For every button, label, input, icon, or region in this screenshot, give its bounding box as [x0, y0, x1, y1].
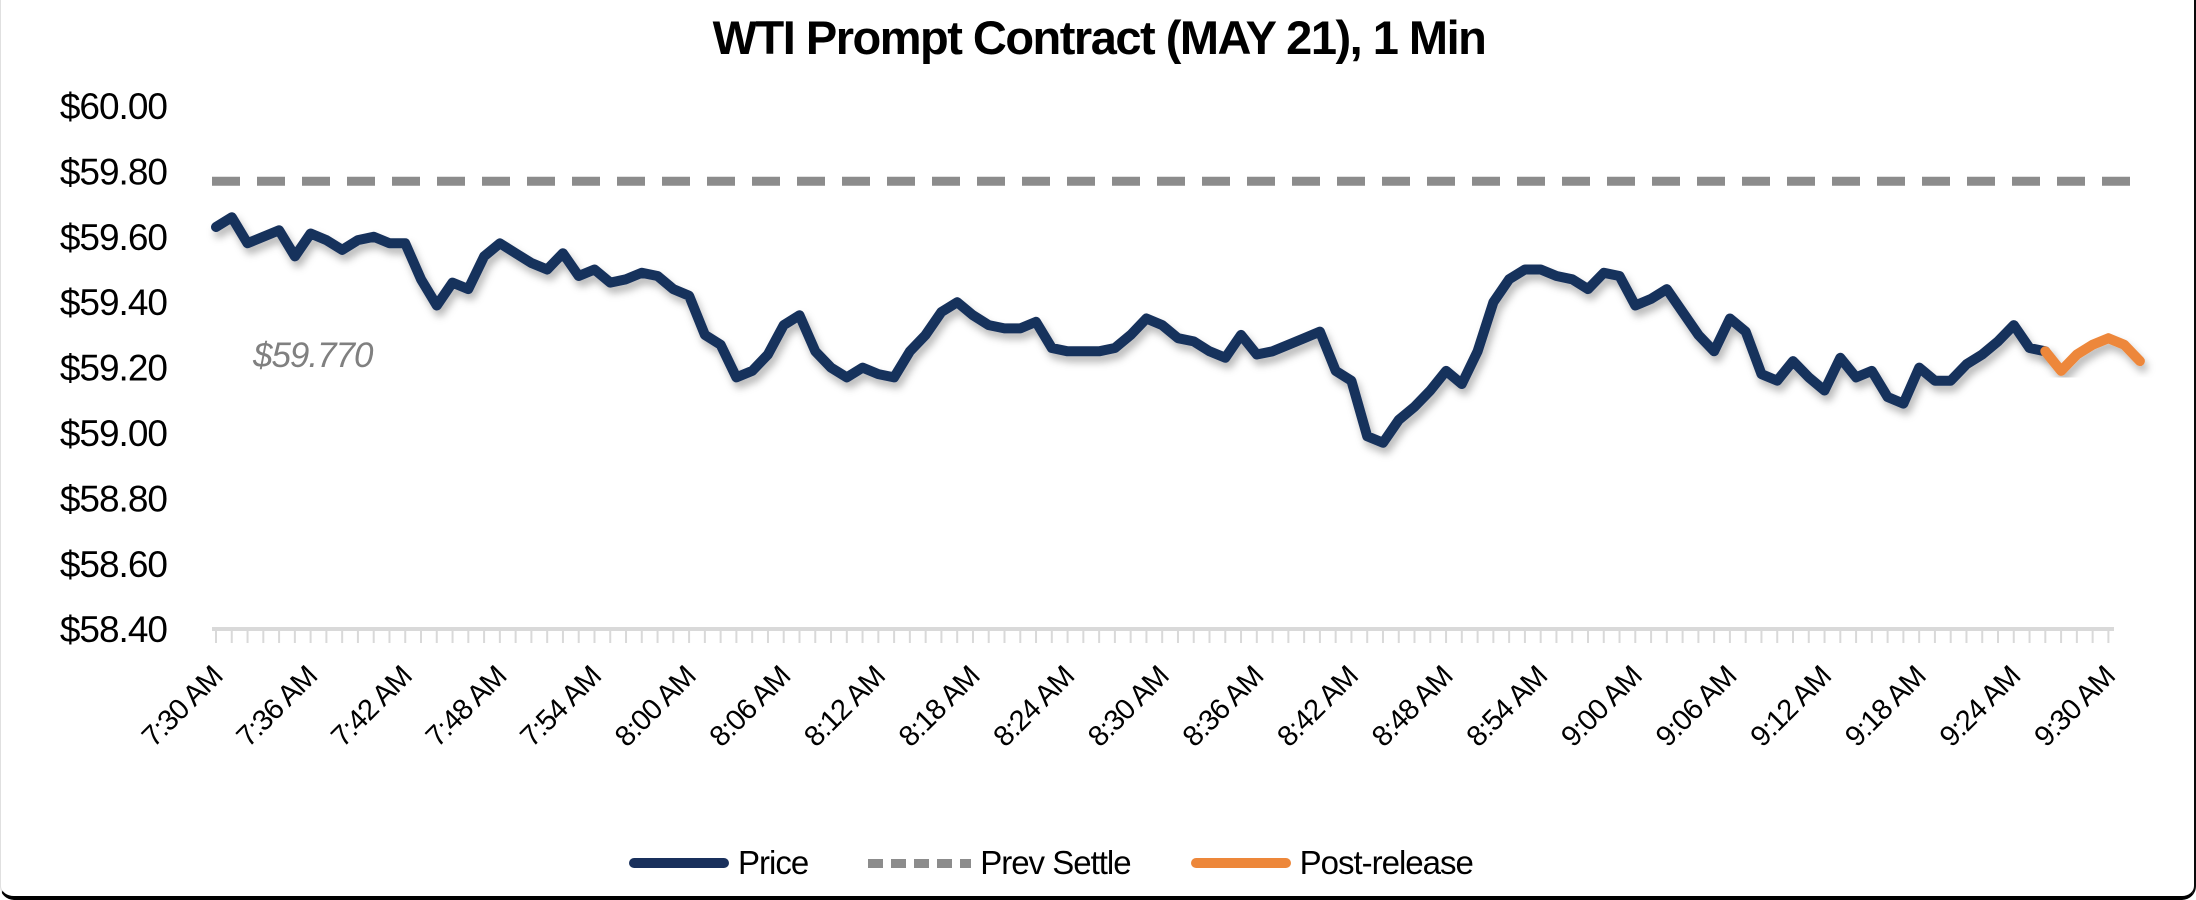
legend-item-post-release: Post-release — [1190, 844, 1474, 882]
x-axis-tick-label: 9:06 AM — [1650, 660, 1743, 753]
y-axis-tick-label: $58.60 — [60, 544, 168, 585]
x-axis-tick-label: 7:48 AM — [420, 660, 513, 753]
x-axis-tick-label: 9:00 AM — [1555, 660, 1648, 753]
x-axis-tick-label: 9:12 AM — [1745, 660, 1838, 753]
x-axis-tick-label: 8:30 AM — [1082, 660, 1175, 753]
x-axis-tick-label: 8:18 AM — [893, 660, 986, 753]
x-axis-tick-label: 7:30 AM — [136, 660, 229, 753]
legend-label-prev-settle: Prev Settle — [980, 844, 1131, 881]
legend-label-price: Price — [738, 844, 809, 881]
chart-legend: Price Prev Settle Post-release — [629, 841, 1474, 885]
legend-label-post-release: Post-release — [1299, 844, 1474, 881]
y-axis-tick-label: $59.60 — [60, 217, 168, 258]
chart-title: WTI Prompt Contract (MAY 21), 1 Min — [712, 11, 1487, 64]
x-axis-tick-label: 9:24 AM — [1934, 660, 2027, 753]
y-axis-tick-label: $58.40 — [60, 609, 168, 650]
y-axis-tick-label: $59.80 — [60, 151, 168, 192]
prev-settle-annotation: $59.770 — [253, 336, 374, 375]
y-axis-tick-label: $58.80 — [60, 478, 168, 519]
price-line — [211, 212, 2051, 448]
y-axis-tick-label: $59.20 — [60, 348, 168, 389]
x-axis-tick-label: 8:24 AM — [988, 660, 1081, 753]
x-axis-tick-label: 8:54 AM — [1461, 660, 1554, 753]
x-axis-tick-label: 8:12 AM — [798, 660, 891, 753]
x-axis-tick-label: 9:18 AM — [1839, 660, 1932, 753]
y-axis-tick-label: $59.00 — [60, 413, 168, 454]
axis-labels: $60.00 $59.80 $59.60 $59.40 $59.20 $59.00 $58.… — [60, 86, 2122, 753]
x-axis-tick-label: 8:00 AM — [609, 660, 702, 753]
x-axis-tick-label: 7:42 AM — [325, 660, 418, 753]
x-axis-tick-label: 9:30 AM — [2028, 660, 2121, 753]
series-lines — [211, 176, 2145, 448]
x-axis-tick-label: 7:54 AM — [515, 660, 608, 753]
post-release-line — [2040, 333, 2145, 376]
x-axis-tick-label: 8:42 AM — [1271, 660, 1364, 753]
y-axis-tick-label: $60.00 — [60, 86, 168, 127]
legend-item-prev-settle: Prev Settle — [868, 844, 1132, 882]
y-axis-tick-label: $59.40 — [60, 282, 168, 323]
post-release-line-swatch-icon — [1190, 858, 1291, 868]
x-axis-tick-label: 8:48 AM — [1366, 660, 1459, 753]
price-line-swatch-icon — [629, 858, 729, 868]
legend-item-price: Price — [629, 844, 809, 882]
prev-settle-dash-swatch-icon — [868, 858, 972, 868]
x-axis-tick-label: 8:06 AM — [704, 660, 797, 753]
x-axis-tick-label: 8:36 AM — [1177, 660, 1270, 753]
x-axis — [212, 627, 2114, 643]
x-axis-tick-label: 7:36 AM — [231, 660, 324, 753]
